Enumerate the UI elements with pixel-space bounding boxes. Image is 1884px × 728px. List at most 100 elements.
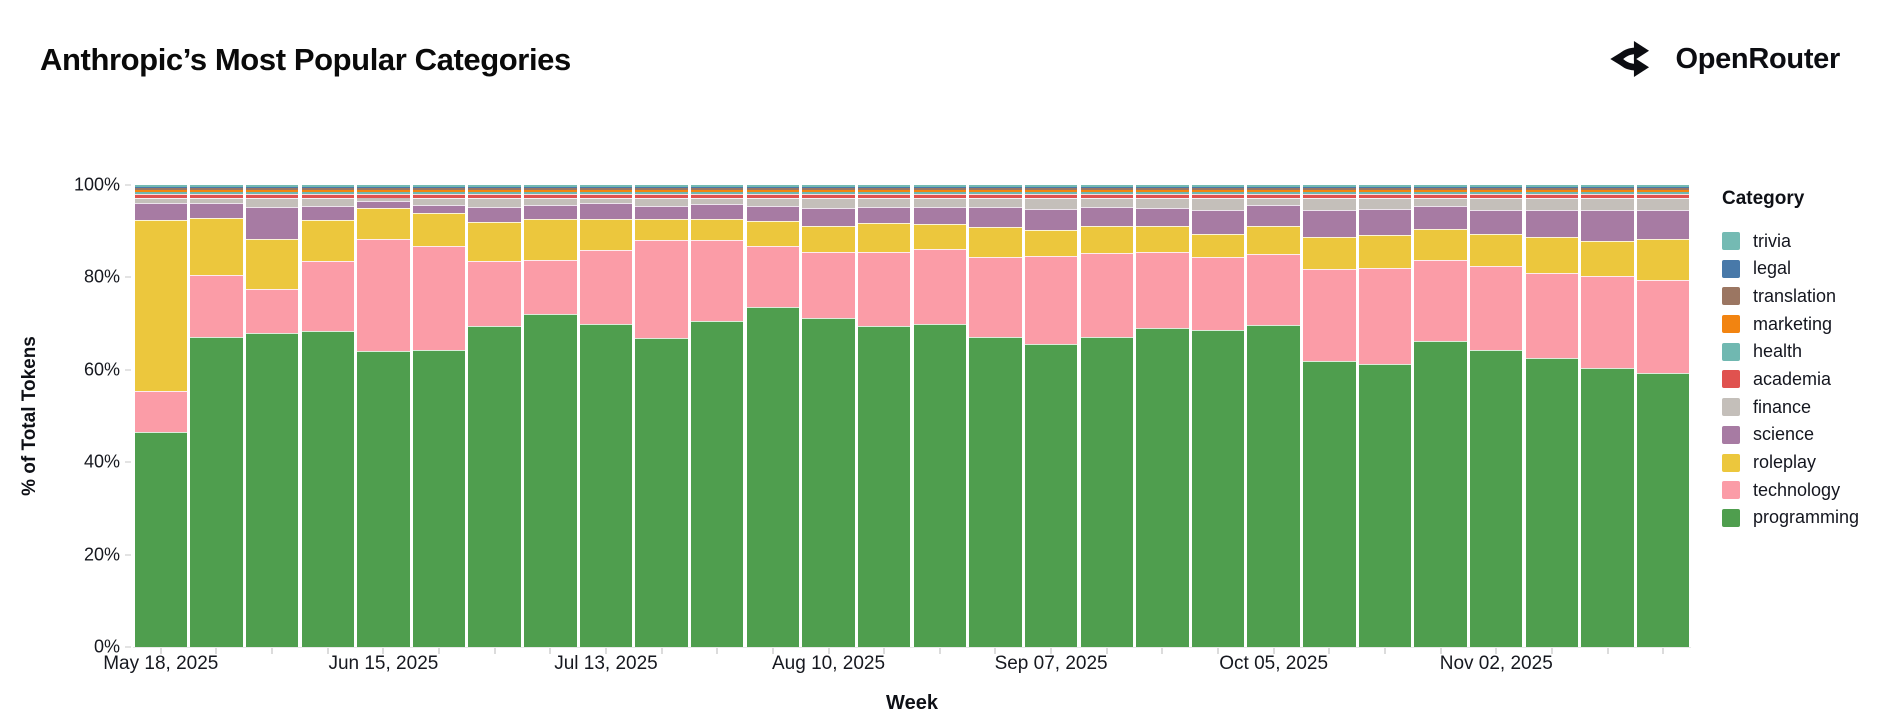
bar-segment-health[interactable] bbox=[301, 191, 354, 195]
bar-segment-programming[interactable] bbox=[802, 318, 855, 647]
bar-segment-finance[interactable] bbox=[691, 198, 744, 205]
bar-segment-translation[interactable] bbox=[468, 188, 521, 190]
bar-segment-marketing[interactable] bbox=[1191, 189, 1245, 192]
bar-segment-health[interactable] bbox=[913, 191, 967, 195]
bar-segment-health[interactable] bbox=[1247, 191, 1300, 195]
bar-segment-trivia[interactable] bbox=[969, 185, 1022, 188]
bar-segment-finance[interactable] bbox=[1358, 198, 1412, 210]
bar-segment-academia[interactable] bbox=[1303, 194, 1356, 199]
bar-segment-roleplay[interactable] bbox=[245, 239, 299, 289]
bar-segment-academia[interactable] bbox=[468, 194, 521, 199]
bar-segment-programming[interactable] bbox=[1191, 329, 1245, 647]
bar-segment-finance[interactable] bbox=[190, 198, 243, 204]
bar-segment-marketing[interactable] bbox=[301, 189, 354, 192]
bar-segment-translation[interactable] bbox=[579, 188, 633, 190]
bar-segment-marketing[interactable] bbox=[746, 189, 800, 192]
bar-segment-science[interactable] bbox=[1247, 205, 1300, 227]
bar-segment-translation[interactable] bbox=[857, 188, 911, 190]
bar-segment-legal[interactable] bbox=[1136, 187, 1189, 189]
bar-segment-trivia[interactable] bbox=[1581, 185, 1634, 188]
bar-segment-programming[interactable] bbox=[357, 351, 410, 647]
bar-segment-health[interactable] bbox=[245, 191, 299, 195]
bar-segment-translation[interactable] bbox=[412, 188, 466, 190]
bar-segment-trivia[interactable] bbox=[1303, 185, 1356, 188]
bar-segment-roleplay[interactable] bbox=[802, 226, 855, 253]
bar-segment-technology[interactable] bbox=[190, 275, 243, 338]
bar-segment-finance[interactable] bbox=[1247, 198, 1300, 206]
bar-segment-legal[interactable] bbox=[635, 187, 688, 189]
bar-segment-science[interactable] bbox=[857, 207, 911, 224]
bar-segment-trivia[interactable] bbox=[1080, 185, 1133, 188]
bar-segment-marketing[interactable] bbox=[1136, 189, 1189, 192]
bar-segment-programming[interactable] bbox=[635, 338, 688, 647]
bar-segment-marketing[interactable] bbox=[1636, 189, 1690, 192]
bar-segment-technology[interactable] bbox=[913, 249, 967, 325]
bar-segment-trivia[interactable] bbox=[1247, 185, 1300, 188]
bar-segment-roleplay[interactable] bbox=[524, 219, 577, 261]
bar-segment-marketing[interactable] bbox=[1581, 189, 1634, 192]
bar-segment-health[interactable] bbox=[1303, 191, 1356, 195]
legend-item-technology[interactable]: technology bbox=[1722, 480, 1880, 500]
bar-segment-roleplay[interactable] bbox=[1636, 239, 1690, 281]
bar-segment-marketing[interactable] bbox=[1303, 189, 1356, 192]
bar-segment-marketing[interactable] bbox=[412, 189, 466, 192]
bar-segment-programming[interactable] bbox=[1581, 367, 1634, 647]
bar-segment-roleplay[interactable] bbox=[857, 223, 911, 252]
bar-segment-marketing[interactable] bbox=[1358, 189, 1412, 192]
bar-segment-trivia[interactable] bbox=[746, 185, 800, 188]
bar-segment-technology[interactable] bbox=[691, 239, 744, 322]
bar-segment-technology[interactable] bbox=[969, 256, 1022, 337]
bar-segment-finance[interactable] bbox=[301, 198, 354, 206]
bar-segment-technology[interactable] bbox=[1191, 256, 1245, 330]
bar-segment-science[interactable] bbox=[1636, 210, 1690, 240]
bar-segment-legal[interactable] bbox=[134, 187, 188, 189]
legend-item-health[interactable]: health bbox=[1722, 341, 1880, 361]
bar-segment-academia[interactable] bbox=[1080, 194, 1133, 199]
bar-segment-roleplay[interactable] bbox=[969, 226, 1022, 257]
bar-segment-roleplay[interactable] bbox=[635, 219, 688, 241]
bar-segment-trivia[interactable] bbox=[1358, 185, 1412, 188]
bar-segment-legal[interactable] bbox=[969, 187, 1022, 189]
bar-segment-academia[interactable] bbox=[691, 194, 744, 199]
bar-segment-trivia[interactable] bbox=[134, 185, 188, 188]
bar-segment-science[interactable] bbox=[635, 206, 688, 220]
bar-segment-trivia[interactable] bbox=[579, 185, 633, 188]
bar-segment-health[interactable] bbox=[691, 191, 744, 195]
bar-segment-programming[interactable] bbox=[1080, 336, 1133, 647]
bar-segment-translation[interactable] bbox=[524, 188, 577, 190]
bar-segment-roleplay[interactable] bbox=[1191, 234, 1245, 257]
bar-segment-roleplay[interactable] bbox=[1247, 226, 1300, 255]
bar-segment-roleplay[interactable] bbox=[1414, 229, 1467, 260]
legend-item-roleplay[interactable]: roleplay bbox=[1722, 452, 1880, 472]
bar-segment-translation[interactable] bbox=[1303, 188, 1356, 190]
bar-segment-programming[interactable] bbox=[746, 307, 800, 647]
legend-item-legal[interactable]: legal bbox=[1722, 258, 1880, 278]
bar-segment-health[interactable] bbox=[1470, 191, 1523, 195]
bar-segment-marketing[interactable] bbox=[691, 189, 744, 192]
bar-segment-technology[interactable] bbox=[1024, 256, 1078, 344]
legend-item-translation[interactable]: translation bbox=[1722, 286, 1880, 306]
bar-segment-marketing[interactable] bbox=[802, 189, 855, 192]
bar-segment-science[interactable] bbox=[301, 205, 354, 220]
bar-segment-roleplay[interactable] bbox=[1470, 234, 1523, 266]
bar-segment-trivia[interactable] bbox=[1191, 185, 1245, 188]
bar-segment-roleplay[interactable] bbox=[412, 212, 466, 246]
bar-segment-technology[interactable] bbox=[357, 239, 410, 352]
bar-segment-roleplay[interactable] bbox=[1581, 241, 1634, 277]
bar-segment-trivia[interactable] bbox=[412, 185, 466, 188]
bar-segment-translation[interactable] bbox=[1525, 188, 1579, 190]
bar-segment-academia[interactable] bbox=[802, 194, 855, 199]
bar-segment-academia[interactable] bbox=[1136, 194, 1189, 199]
bar-segment-programming[interactable] bbox=[412, 349, 466, 647]
bar-segment-legal[interactable] bbox=[412, 187, 466, 189]
bar-segment-marketing[interactable] bbox=[1080, 189, 1133, 192]
bar-segment-health[interactable] bbox=[1581, 191, 1634, 195]
bar-segment-academia[interactable] bbox=[635, 194, 688, 199]
bar-segment-finance[interactable] bbox=[969, 198, 1022, 208]
bar-segment-academia[interactable] bbox=[969, 194, 1022, 199]
bar-segment-legal[interactable] bbox=[579, 187, 633, 189]
bar-segment-roleplay[interactable] bbox=[691, 219, 744, 240]
bar-segment-marketing[interactable] bbox=[913, 189, 967, 192]
bar-segment-translation[interactable] bbox=[746, 188, 800, 190]
bar-segment-technology[interactable] bbox=[524, 260, 577, 315]
